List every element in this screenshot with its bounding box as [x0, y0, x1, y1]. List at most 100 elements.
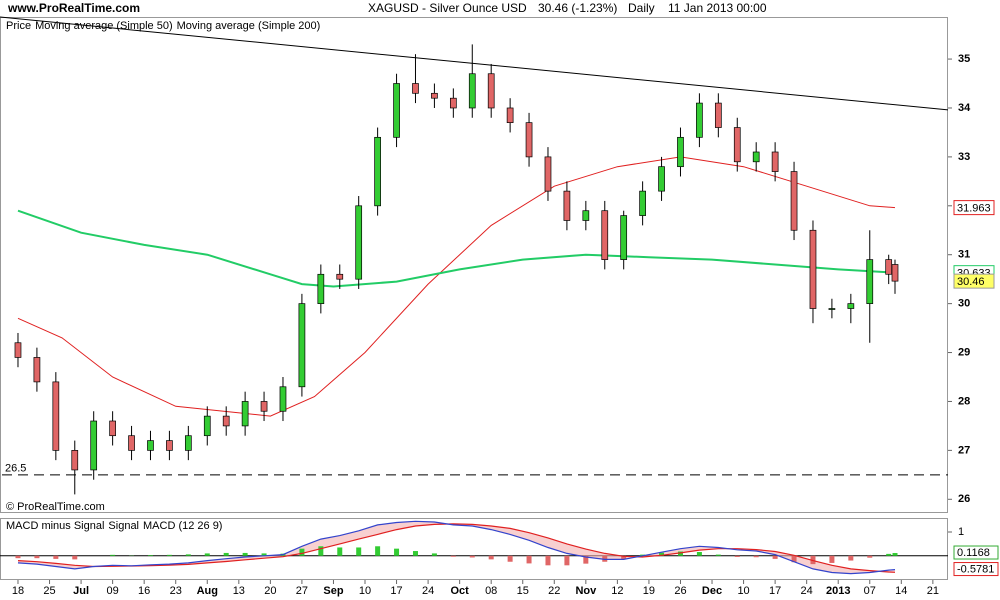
- copyright: © ProRealTime.com: [6, 501, 105, 513]
- histogram-bar: [488, 555, 494, 560]
- histogram-bar: [356, 547, 362, 556]
- candle-body: [449, 97, 457, 109]
- x-tick-label: Sep: [323, 585, 343, 597]
- candle-body: [412, 83, 419, 94]
- histogram-bar: [772, 555, 778, 559]
- candle-body: [52, 381, 60, 451]
- period: Daily: [628, 1, 655, 15]
- x-tick-label: 10: [359, 585, 371, 597]
- x-tick-label: 12: [611, 585, 623, 597]
- candle-body: [260, 401, 268, 412]
- candle-body: [109, 420, 116, 437]
- x-tick-label: 17: [769, 585, 781, 597]
- histogram-bar: [526, 555, 532, 564]
- histogram-bar: [204, 553, 210, 556]
- y-tick-label: 27: [958, 444, 970, 456]
- price-frame: [0, 17, 948, 513]
- moving-average: [17, 209, 896, 288]
- histogram-bar: [753, 555, 759, 558]
- last-value-box: [953, 562, 999, 577]
- y-tick-label: 26: [958, 493, 970, 505]
- histogram-bar: [545, 555, 551, 566]
- macd-line: [17, 520, 896, 575]
- histogram-bar: [166, 554, 172, 556]
- candle-body: [620, 215, 628, 260]
- candle-body: [714, 102, 722, 128]
- histogram-bar: [469, 555, 475, 558]
- histogram-bar: [791, 555, 797, 563]
- datetime: 11 Jan 2013 00:00: [668, 1, 767, 15]
- histogram-bar: [848, 555, 854, 561]
- x-tick-label: 16: [138, 585, 150, 597]
- histogram-bar: [450, 555, 456, 557]
- legend-entry: Moving average (Simple 50): [35, 20, 173, 32]
- histogram-bar: [412, 551, 418, 556]
- histogram-bar: [375, 546, 381, 556]
- histogram-bar: [583, 555, 589, 564]
- candle-body: [828, 308, 836, 310]
- candle-body: [677, 136, 684, 168]
- y-tick-label: 29: [958, 346, 970, 358]
- histogram-bar: [715, 554, 721, 556]
- x-tick-label: 24: [422, 585, 434, 597]
- y-tick-label: 30: [958, 298, 970, 310]
- candle-body: [374, 136, 381, 207]
- histogram-bar: [867, 555, 873, 558]
- macd-line: [17, 523, 896, 573]
- y-tick-label: 34: [958, 102, 971, 114]
- histogram-bar: [696, 551, 702, 556]
- macd-frame: [0, 518, 948, 580]
- candle-body: [298, 303, 306, 388]
- x-tick-label: Aug: [197, 585, 218, 597]
- histogram-bar: [318, 546, 324, 556]
- candle-body: [336, 273, 344, 280]
- x-tick-label: 17: [390, 585, 402, 597]
- x-tick-label: 26: [674, 585, 686, 597]
- last-value-label: 30.46: [957, 276, 985, 288]
- x-tick-label: 15: [517, 585, 529, 597]
- candle-body: [203, 415, 211, 437]
- x-tick-label: 08: [485, 585, 497, 597]
- x-tick-label: 25: [43, 585, 55, 597]
- candle-body: [166, 440, 173, 451]
- candle-body: [147, 440, 154, 451]
- histogram-bar: [147, 555, 153, 556]
- histogram-bar: [734, 555, 740, 557]
- x-tick-label: 23: [170, 585, 182, 597]
- histogram-bar: [15, 555, 21, 559]
- histogram-bar: [892, 553, 898, 556]
- histogram-bar: [394, 548, 400, 556]
- x-tick-label: 09: [106, 585, 118, 597]
- x-tick-label: Nov: [575, 585, 597, 597]
- candle-body: [891, 264, 899, 282]
- candle-body: [33, 357, 41, 383]
- candle-body: [847, 303, 855, 309]
- candle-body: [809, 229, 817, 309]
- y-tick-label: 31: [958, 249, 970, 261]
- candle-body: [790, 171, 798, 231]
- x-tick-label: 14: [895, 585, 907, 597]
- histogram-bar: [110, 554, 116, 556]
- histogram-bar: [53, 555, 59, 559]
- histogram-bar: [677, 551, 683, 556]
- candle-body: [14, 342, 22, 358]
- legend-entry: MACD (12 26 9): [143, 520, 222, 532]
- histogram-bar: [829, 555, 835, 563]
- candle-body: [71, 450, 79, 471]
- candle-body: [582, 210, 590, 221]
- x-tick-label: 2013: [826, 585, 850, 597]
- y-tick-label: 1: [958, 526, 964, 538]
- x-tick-label: 19: [643, 585, 655, 597]
- last-value-label: 31.963: [957, 203, 991, 215]
- histogram-bar: [810, 555, 816, 565]
- candle-body: [128, 435, 135, 451]
- legend-entry: Moving average (Simple 200): [177, 20, 321, 32]
- candle-body: [544, 156, 552, 192]
- candle-body: [771, 151, 779, 172]
- histogram-bar: [261, 553, 267, 556]
- instrument: XAGUSD - Silver Ounce USD: [368, 1, 527, 15]
- legend-entry: Signal: [108, 520, 139, 532]
- histogram-bar: [299, 548, 305, 556]
- candle-body: [696, 102, 703, 138]
